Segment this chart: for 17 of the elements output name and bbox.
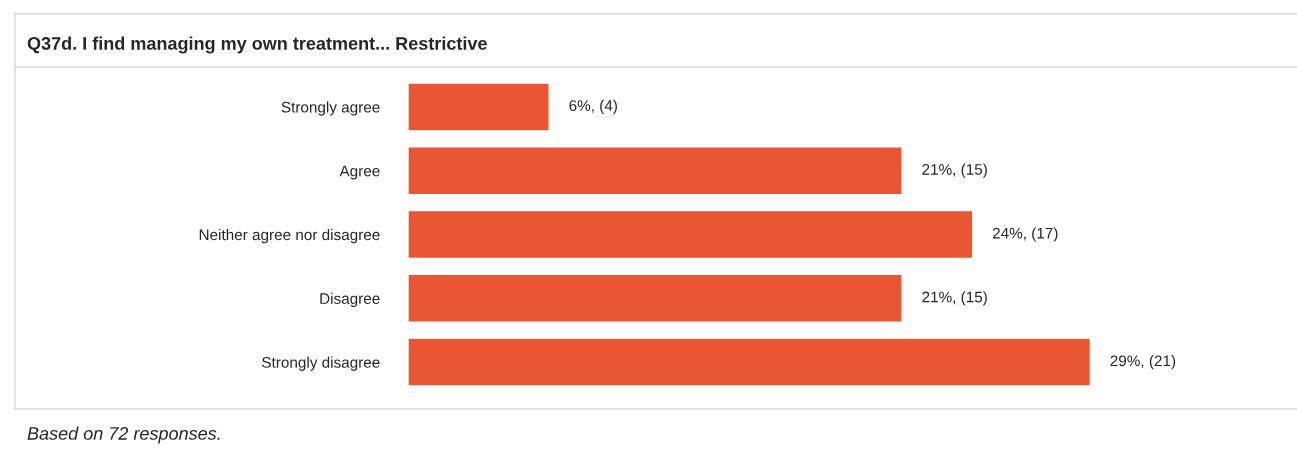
- bar: [408, 146, 903, 196]
- bar: [408, 273, 903, 323]
- bar: [408, 337, 1092, 387]
- y-tick-label: Agree: [339, 165, 380, 180]
- y-tick-label: Strongly agree: [281, 101, 380, 116]
- data-label: 29%, (21): [1110, 354, 1176, 370]
- data-label: 6%, (4): [569, 99, 617, 115]
- y-tick-label: Disagree: [320, 292, 380, 308]
- text: Q37d. I find managing my own treatment... Restrictive: [27, 36, 487, 54]
- text: Based on 72 responses.: [27, 426, 220, 444]
- data-label: 24%, (17): [992, 227, 1058, 242]
- y-tick-label: Strongly disagree: [262, 356, 380, 371]
- y-tick-label: Neither agree nor disagree: [199, 228, 380, 244]
- bar: [408, 209, 974, 260]
- bar: [408, 82, 550, 132]
- data-label: 21%, (15): [922, 163, 987, 178]
- data-label: 21%, (15): [922, 291, 987, 306]
